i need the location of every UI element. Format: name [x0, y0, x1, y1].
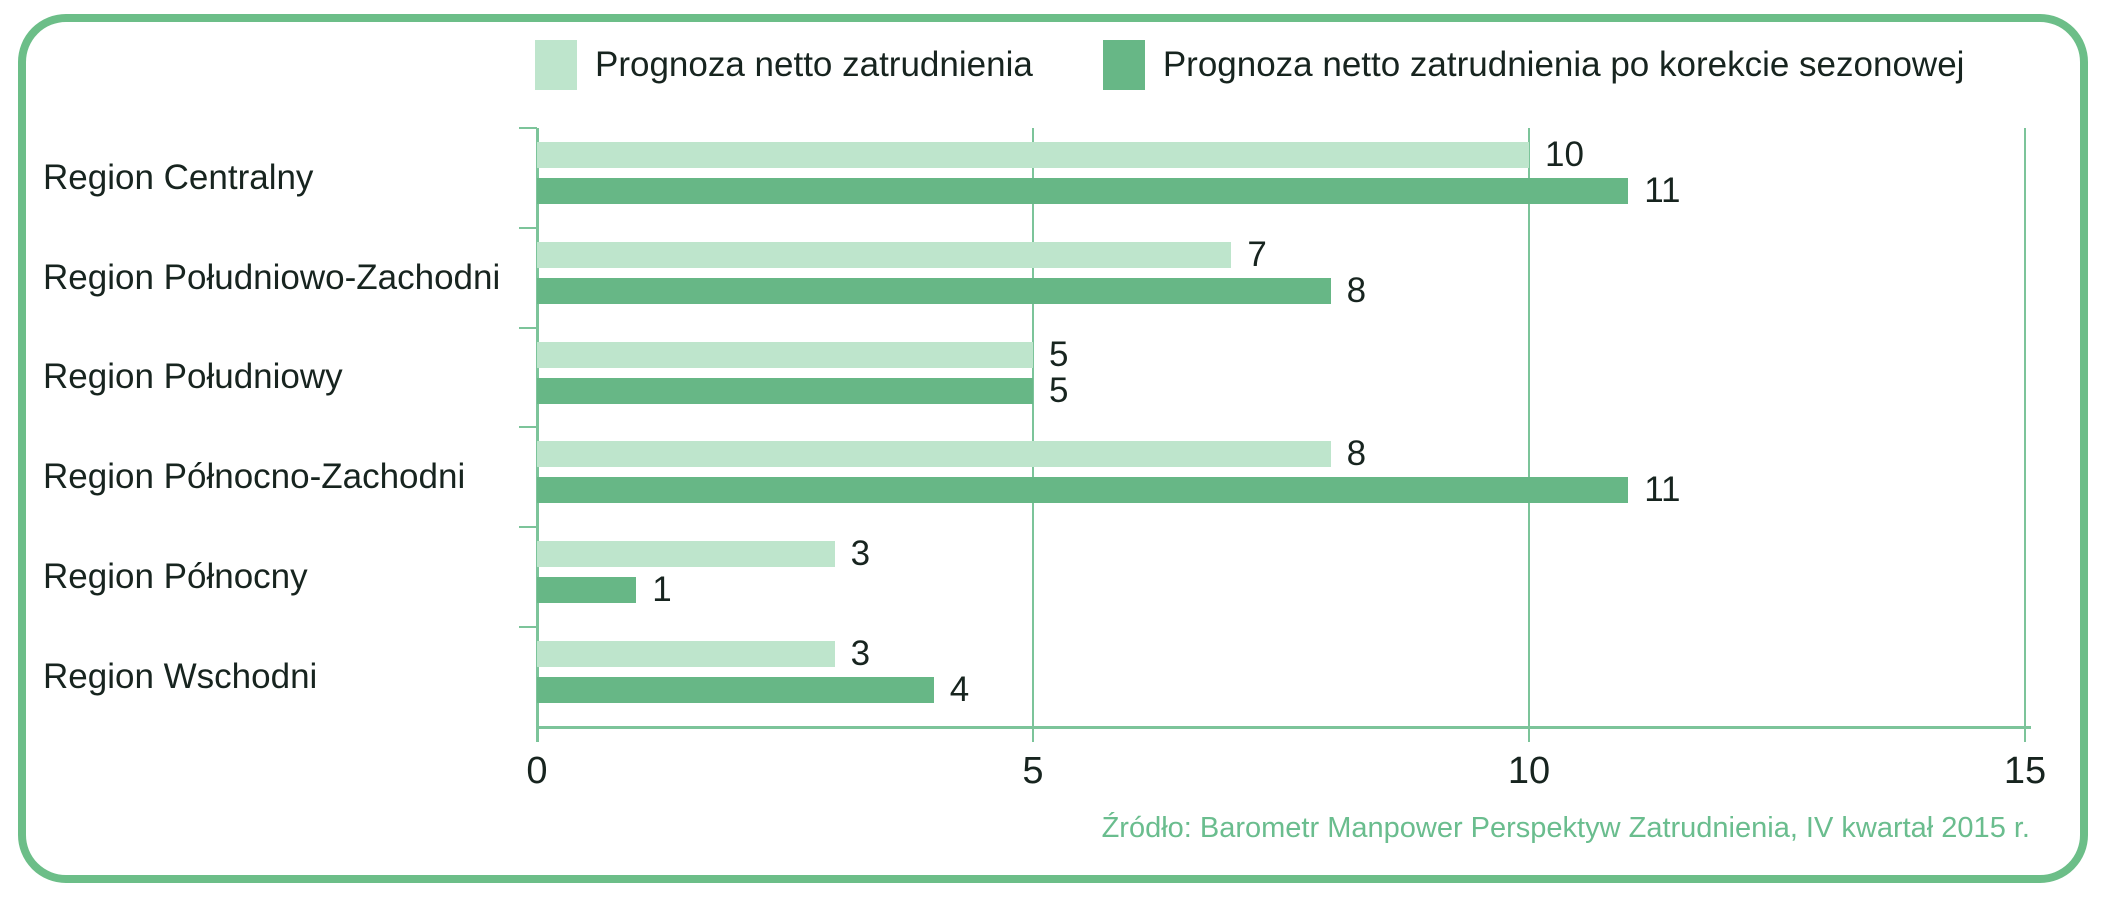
legend-item-net-forecast: Prognoza netto zatrudnienia [535, 40, 1033, 90]
bar-value-label: 11 [1644, 470, 1681, 510]
bar-seasonally-adjusted [537, 277, 1331, 304]
legend-label-net-forecast: Prognoza netto zatrudnienia [595, 45, 1033, 84]
y-axis-line [535, 128, 539, 742]
bar-value-label: 8 [1346, 434, 1367, 474]
bar-net-forecast [537, 142, 1529, 168]
bar-value-label: 5 [1049, 334, 1069, 374]
category-label: Region Południowy [43, 357, 343, 397]
x-tick-label: 0 [526, 750, 548, 792]
category-tick [519, 526, 537, 529]
gridline-x10 [1528, 128, 1530, 742]
bar-value-label: 3 [850, 634, 871, 673]
category-tick [519, 426, 537, 429]
category-label: Region Południowo-Zachodni [43, 257, 501, 297]
bar-seasonally-adjusted [537, 677, 934, 703]
gridline-x15 [2024, 128, 2026, 742]
bar-value-label: 8 [1346, 270, 1367, 310]
category-tick [519, 626, 537, 628]
category-tick [519, 326, 537, 329]
legend-item-seasonally-adjusted: Prognoza netto zatrudnienia po korekcie … [1102, 40, 1965, 90]
category-tick [519, 127, 537, 129]
source-note: Źródło: Barometr Manpower Perspektyw Zat… [1101, 812, 2030, 844]
bar-seasonally-adjusted [537, 178, 1629, 204]
bar-net-forecast [537, 241, 1232, 268]
x-tick-label: 5 [1022, 750, 1044, 792]
bar-seasonally-adjusted [537, 477, 1629, 504]
legend-label-seasonally-adjusted: Prognoza netto zatrudnienia po korekcie … [1162, 45, 1965, 84]
bar-value-label: 4 [949, 670, 970, 709]
category-label: Region Północno-Zachodni [43, 457, 466, 497]
bar-value-label: 10 [1545, 135, 1584, 174]
category-label: Region Północny [43, 557, 308, 597]
bar-net-forecast [537, 541, 835, 568]
bar-value-label: 3 [850, 534, 871, 574]
bar-value-label: 5 [1049, 370, 1069, 410]
legend-swatch-dark-green [1102, 40, 1145, 90]
x-axis-line [537, 725, 2031, 729]
bar-net-forecast [537, 341, 1033, 368]
category-label: Region Wschodni [43, 656, 318, 696]
chart-legend: Prognoza netto zatrudnienia Prognoza net… [535, 40, 1964, 90]
bar-value-label: 11 [1644, 171, 1681, 210]
bar-net-forecast [537, 641, 835, 667]
category-tick [519, 226, 537, 229]
x-tick-label: 10 [1507, 750, 1551, 792]
x-tick-label: 15 [2003, 750, 2047, 792]
bar-seasonally-adjusted [537, 577, 637, 604]
gridline-x5 [1032, 128, 1034, 742]
category-label: Region Centralny [43, 157, 314, 197]
bar-value-label: 7 [1247, 234, 1267, 274]
bar-net-forecast [537, 441, 1331, 468]
bar-seasonally-adjusted [537, 377, 1033, 404]
bar-value-label: 1 [652, 570, 672, 610]
legend-swatch-light-green [535, 40, 577, 90]
